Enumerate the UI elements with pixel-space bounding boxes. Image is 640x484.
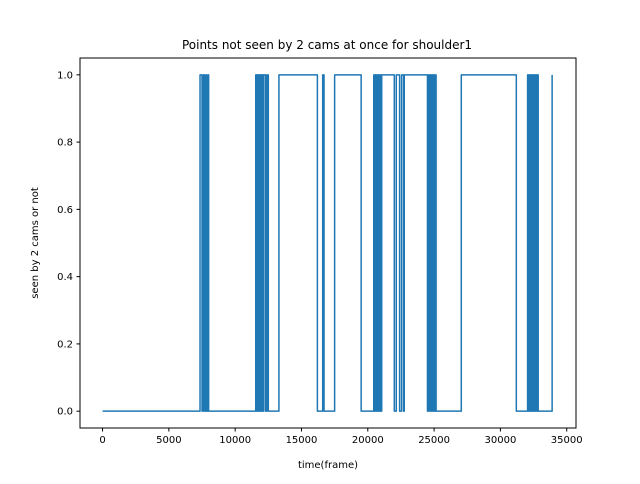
y-axis-label: seen by 2 cams or not xyxy=(30,187,41,299)
x-tick-label: 30000 xyxy=(485,435,517,446)
x-tick-label: 10000 xyxy=(219,435,251,446)
y-tick-label: 0.2 xyxy=(57,339,73,350)
y-tick-label: 1.0 xyxy=(57,70,73,81)
chart-title: Points not seen by 2 cams at once for sh… xyxy=(182,38,472,52)
x-axis-label: time(frame) xyxy=(298,460,358,471)
plot-frame xyxy=(79,57,577,429)
y-axis-ticks: 0.0 0.2 0.4 0.6 0.8 1.0 xyxy=(57,70,80,418)
x-tick-label: 20000 xyxy=(352,435,384,446)
y-tick-label: 0.4 xyxy=(57,272,73,283)
x-tick-label: 25000 xyxy=(418,435,450,446)
x-tick-label: 5000 xyxy=(156,435,181,446)
series-line xyxy=(102,74,553,412)
x-tick-label: 0 xyxy=(99,435,105,446)
x-axis-ticks: 0 5000 10000 15000 20000 25000 30000 35000 xyxy=(99,428,583,446)
series-layer xyxy=(102,74,553,412)
x-tick-label: 15000 xyxy=(286,435,318,446)
y-tick-label: 0.8 xyxy=(57,138,73,149)
x-tick-label: 35000 xyxy=(551,435,583,446)
y-tick-label: 0.6 xyxy=(57,205,73,216)
y-tick-label: 0.0 xyxy=(57,407,73,418)
